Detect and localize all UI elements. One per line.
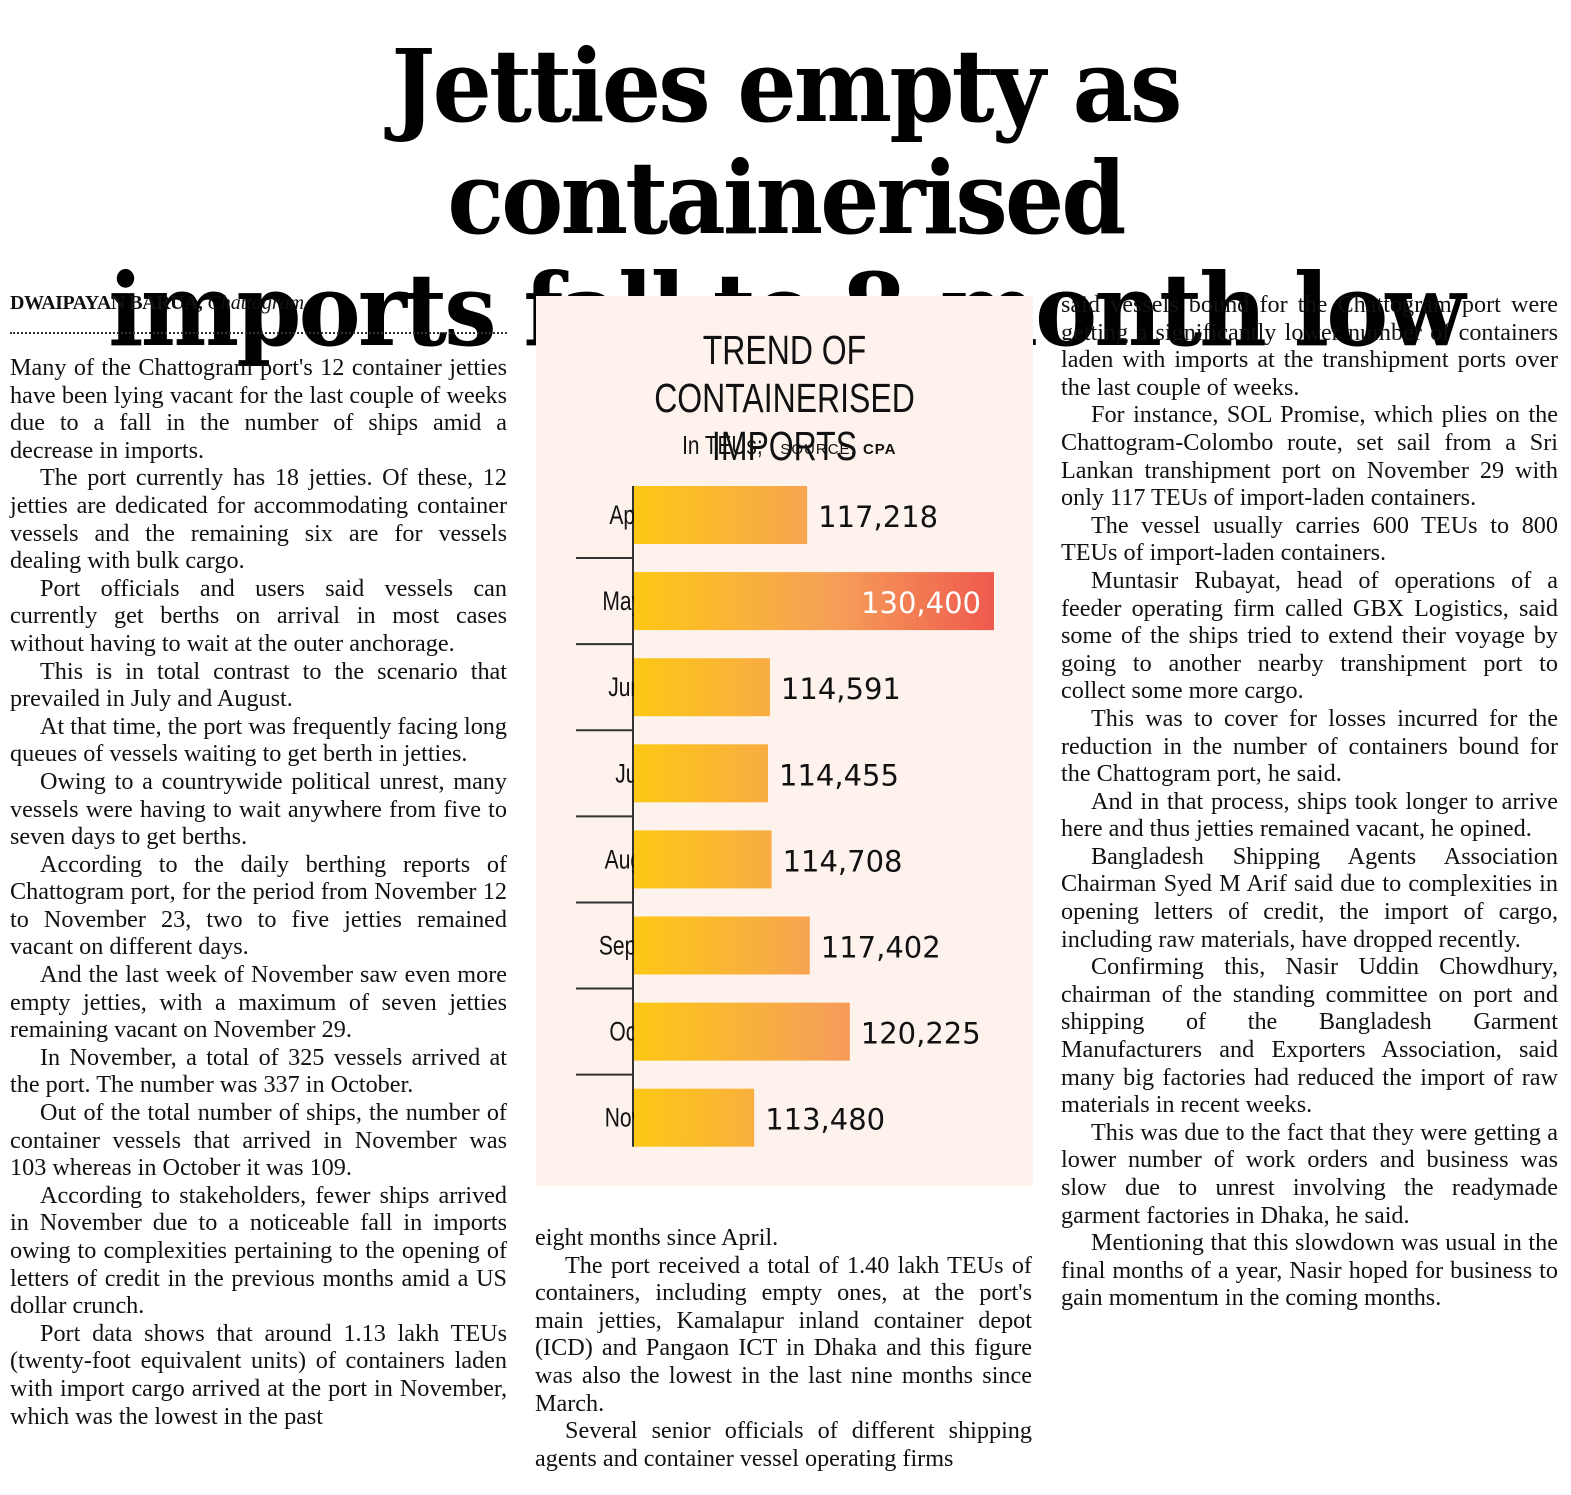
paragraph: At that time, the port was frequently fa… (10, 712, 507, 768)
value-label: 113,480 (765, 1103, 885, 1137)
article-column-2: eight months since April. The port recei… (535, 1224, 1032, 1472)
bar-oct (634, 1002, 850, 1061)
value-label: 114,708 (783, 844, 903, 878)
paragraph: And in that process, ships took longer t… (1061, 787, 1558, 843)
chart-source-name: CPA (862, 441, 897, 458)
chart-source-label: SOURCE: (780, 441, 856, 458)
article-column-3: said vessels bound for the Chattogram po… (1061, 291, 1558, 1312)
paragraph: Port data shows that around 1.13 lakh TE… (10, 1319, 507, 1430)
article-column-1: Many of the Chattogram port's 12 contain… (10, 354, 507, 1430)
paragraph: The port currently has 18 jetties. Of th… (10, 464, 507, 575)
chart-title: TREND OF CONTAINERISED IMPORTS (591, 326, 979, 470)
byline-author: DWAIPAYAN BARUA, (10, 292, 203, 314)
byline: DWAIPAYAN BARUA, Chattogram (10, 292, 507, 334)
bar-apr (634, 486, 808, 544)
chart-infobox: TREND OF CONTAINERISED IMPORTS In TEUs; … (536, 296, 1033, 1186)
paragraph: The vessel usually carries 600 TEUs to 8… (1061, 511, 1558, 567)
bar-nov (634, 1088, 755, 1147)
paragraph: And the last week of November saw even m… (10, 961, 507, 1044)
value-label: 130,400 (861, 586, 981, 620)
paragraph: Out of the total number of ships, the nu… (10, 1099, 507, 1182)
paragraph: This was due to the fact that they were … (1061, 1118, 1558, 1229)
value-label: 120,225 (861, 1017, 981, 1051)
paragraph: According to the daily berthing reports … (10, 850, 507, 961)
paragraph: Several senior officials of different sh… (535, 1417, 1032, 1472)
headline: Jetties empty as containerised imports f… (55, 30, 1516, 366)
byline-location: Chattogram (207, 292, 305, 314)
bar-jun (634, 658, 770, 717)
paragraph: Port officials and users said vessels ca… (10, 574, 507, 657)
headline-line-1: Jetties empty as containerised (391, 27, 1182, 257)
paragraph: Confirming this, Nasir Uddin Chowdhury, … (1061, 953, 1558, 1119)
paragraph: Mentioning that this slowdown was usual … (1061, 1229, 1558, 1312)
chart-title-line-2: IMPORTS (711, 423, 858, 469)
paragraph: Owing to a countrywide political unrest,… (10, 767, 507, 851)
paragraph: In November, a total of 325 vessels arri… (10, 1043, 507, 1099)
chart-unit-label: In TEUs; (682, 430, 764, 460)
bar-aug (634, 830, 772, 889)
paragraph: eight months since April. (535, 1224, 779, 1251)
value-label: 117,218 (818, 500, 938, 534)
paragraph: This is in total contrast to the scenari… (10, 657, 507, 713)
value-label: 114,591 (781, 672, 901, 706)
paragraph: This was to cover for losses incurred fo… (1061, 704, 1558, 788)
chart-subtitle: In TEUs; SOURCE: CPA (536, 430, 1033, 461)
paragraph: According to stakeholders, fewer ships a… (10, 1181, 507, 1320)
bar-sept (634, 916, 810, 975)
value-label: 117,402 (821, 931, 941, 965)
paragraph: Muntasir Rubayat, head of operations of … (1061, 566, 1558, 705)
paragraph: For instance, SOL Promise, which plies o… (1061, 401, 1558, 512)
value-label: 114,455 (779, 758, 899, 792)
chart-title-line-1: TREND OF CONTAINERISED (654, 327, 915, 421)
paragraph: Many of the Chattogram port's 12 contain… (10, 354, 507, 464)
paragraph: said vessels bound for the Chattogram po… (1061, 291, 1558, 401)
bar-may (634, 572, 994, 631)
bar-jul (634, 744, 769, 803)
paragraph: The port received a total of 1.40 lakh T… (535, 1251, 1032, 1417)
paragraph: Bangladesh Shipping Agents Association C… (1061, 842, 1558, 953)
